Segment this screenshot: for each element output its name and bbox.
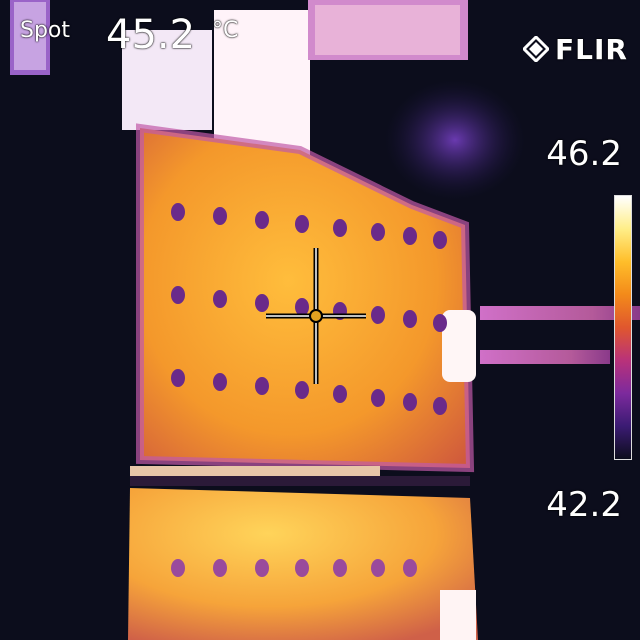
cold-dot <box>333 219 347 237</box>
cold-dot <box>403 559 417 577</box>
temperature-scale-bar <box>614 195 632 460</box>
cold-dot <box>333 385 347 403</box>
scale-min-label: 42.2 <box>546 485 622 525</box>
purple-region <box>385 80 525 200</box>
cold-dot <box>371 223 385 241</box>
brand-name: FLIR <box>555 32 628 66</box>
cold-dot <box>255 559 269 577</box>
cold-dot <box>213 373 227 391</box>
spot-label: Spot <box>20 18 71 43</box>
flir-logo-icon <box>523 36 550 62</box>
crosshair-icon <box>266 248 366 384</box>
flir-brand: FLIR <box>523 32 628 66</box>
heat-bar-upper <box>480 306 640 320</box>
cold-dot <box>213 290 227 308</box>
cold-dot <box>171 369 185 387</box>
cold-dot <box>295 381 309 399</box>
cold-dot <box>333 559 347 577</box>
cold-dot <box>255 211 269 229</box>
cold-dot <box>371 306 385 324</box>
hot-spot-right <box>442 310 476 382</box>
top-hot-block <box>122 30 212 130</box>
heat-bar-lower <box>480 350 610 364</box>
cold-dot <box>295 559 309 577</box>
top-hot-block-right <box>214 10 310 160</box>
cold-dot <box>255 294 269 312</box>
spot-temperature-unit: °C <box>212 18 239 43</box>
cold-dot <box>171 286 185 304</box>
cold-dot <box>371 389 385 407</box>
cold-dot <box>403 310 417 328</box>
cold-dot <box>213 207 227 225</box>
cold-dot <box>295 215 309 233</box>
cold-dot <box>295 298 309 316</box>
cold-dot <box>255 377 269 395</box>
cold-dot <box>403 393 417 411</box>
cold-dot <box>433 397 447 415</box>
spot-temperature-value: 45.2 <box>106 12 196 58</box>
cold-dot <box>171 203 185 221</box>
cold-dot <box>213 559 227 577</box>
cold-dot-grid <box>171 203 447 415</box>
cold-dot <box>433 314 447 332</box>
cold-dot <box>433 231 447 249</box>
divider-strip <box>130 466 380 478</box>
cold-dot <box>371 559 385 577</box>
cold-dot <box>403 227 417 245</box>
cold-dot-grid-lower <box>171 559 417 577</box>
scale-max-label: 46.2 <box>546 134 622 174</box>
cold-dot <box>171 559 185 577</box>
